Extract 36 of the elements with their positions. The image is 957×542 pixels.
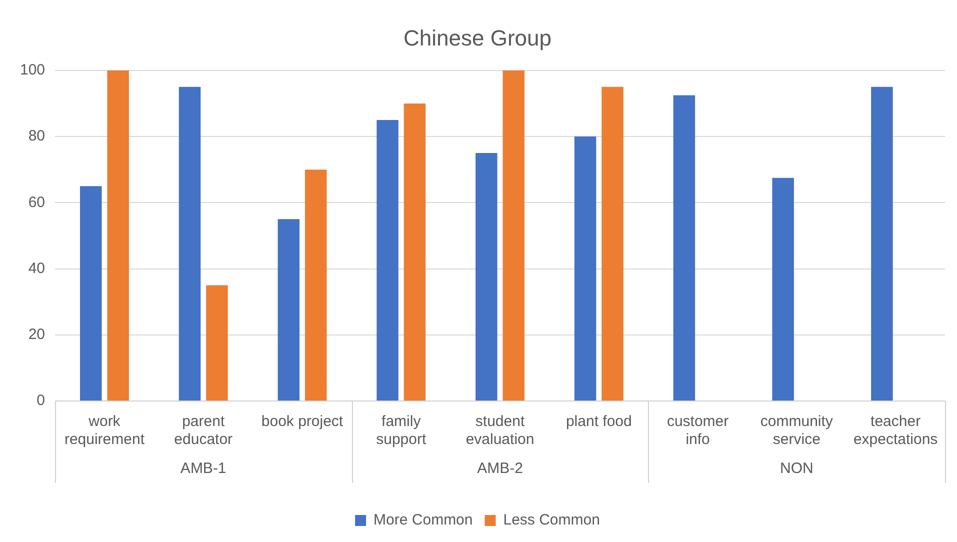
bar xyxy=(673,95,696,400)
legend-label: Less Common xyxy=(503,512,600,529)
x-tick-label: work requirement xyxy=(64,413,146,448)
y-tick-label: 60 xyxy=(28,194,46,211)
chart-title: Chinese Group xyxy=(404,25,552,50)
legend-label: More Common xyxy=(374,512,473,529)
bar xyxy=(80,186,102,400)
y-tick-label: 100 xyxy=(20,62,46,79)
text: AMB-2 xyxy=(477,460,523,478)
bar xyxy=(602,86,624,400)
bar xyxy=(574,136,596,400)
text: AMB-1 xyxy=(180,460,226,478)
bar xyxy=(376,120,398,400)
x-tick-label: teacher expectations xyxy=(853,413,938,448)
x-tick-label: community service xyxy=(760,413,834,448)
bar xyxy=(404,103,426,400)
bar xyxy=(107,70,129,400)
y-tick-label: 40 xyxy=(28,260,46,277)
y-tick-label: 20 xyxy=(28,326,46,344)
x-tick-label: parent educator xyxy=(174,413,233,448)
x-tick-label: book project xyxy=(261,413,344,430)
x-tick-label: student evaluation xyxy=(466,413,534,448)
bar xyxy=(772,178,794,400)
bar xyxy=(304,170,327,400)
bar xyxy=(871,86,893,400)
bar xyxy=(178,86,201,400)
x-tick-label: customer info xyxy=(666,413,729,448)
bar xyxy=(206,285,228,400)
y-tick-label: 80 xyxy=(28,128,46,145)
x-tick-label: family support xyxy=(376,413,427,448)
bar xyxy=(502,70,524,400)
bar xyxy=(278,219,300,400)
y-tick-label: 0 xyxy=(36,392,46,410)
x-tick-label: plant food xyxy=(566,413,632,430)
text: NON xyxy=(780,460,814,478)
bar xyxy=(476,153,498,400)
